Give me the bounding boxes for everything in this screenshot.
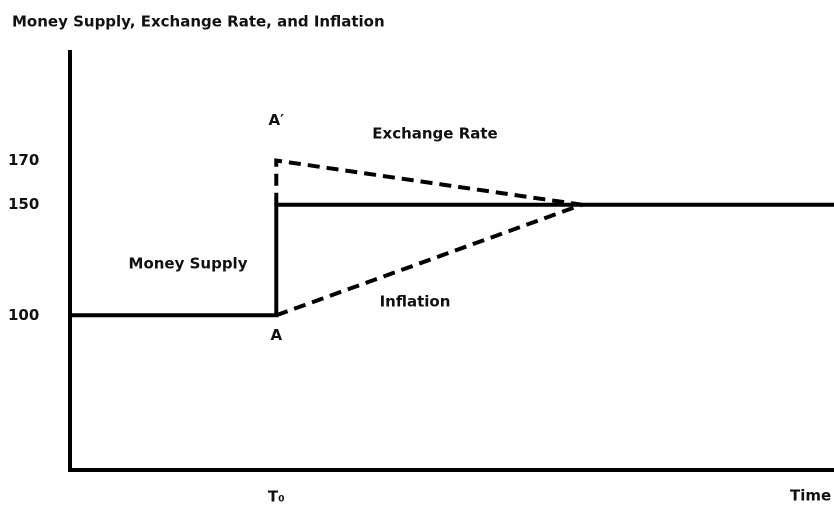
line [275, 202, 583, 318]
chart-title: Money Supply, Exchange Rate, and Inflati… [12, 13, 385, 31]
line [70, 202, 834, 318]
y-tick-label: 150 [8, 195, 39, 213]
series-label: Exchange Rate [372, 125, 497, 143]
y-tick-label: 170 [8, 151, 39, 169]
x-tick-label: T₀ [268, 488, 285, 506]
line [274, 158, 583, 207]
series-label: Inflation [380, 293, 451, 311]
annotation: A′ [268, 111, 284, 129]
y-tick-label: 100 [8, 306, 39, 324]
series-label: Money Supply [129, 255, 248, 273]
annotation: A [270, 326, 282, 344]
x-axis-label: Time [790, 487, 831, 505]
